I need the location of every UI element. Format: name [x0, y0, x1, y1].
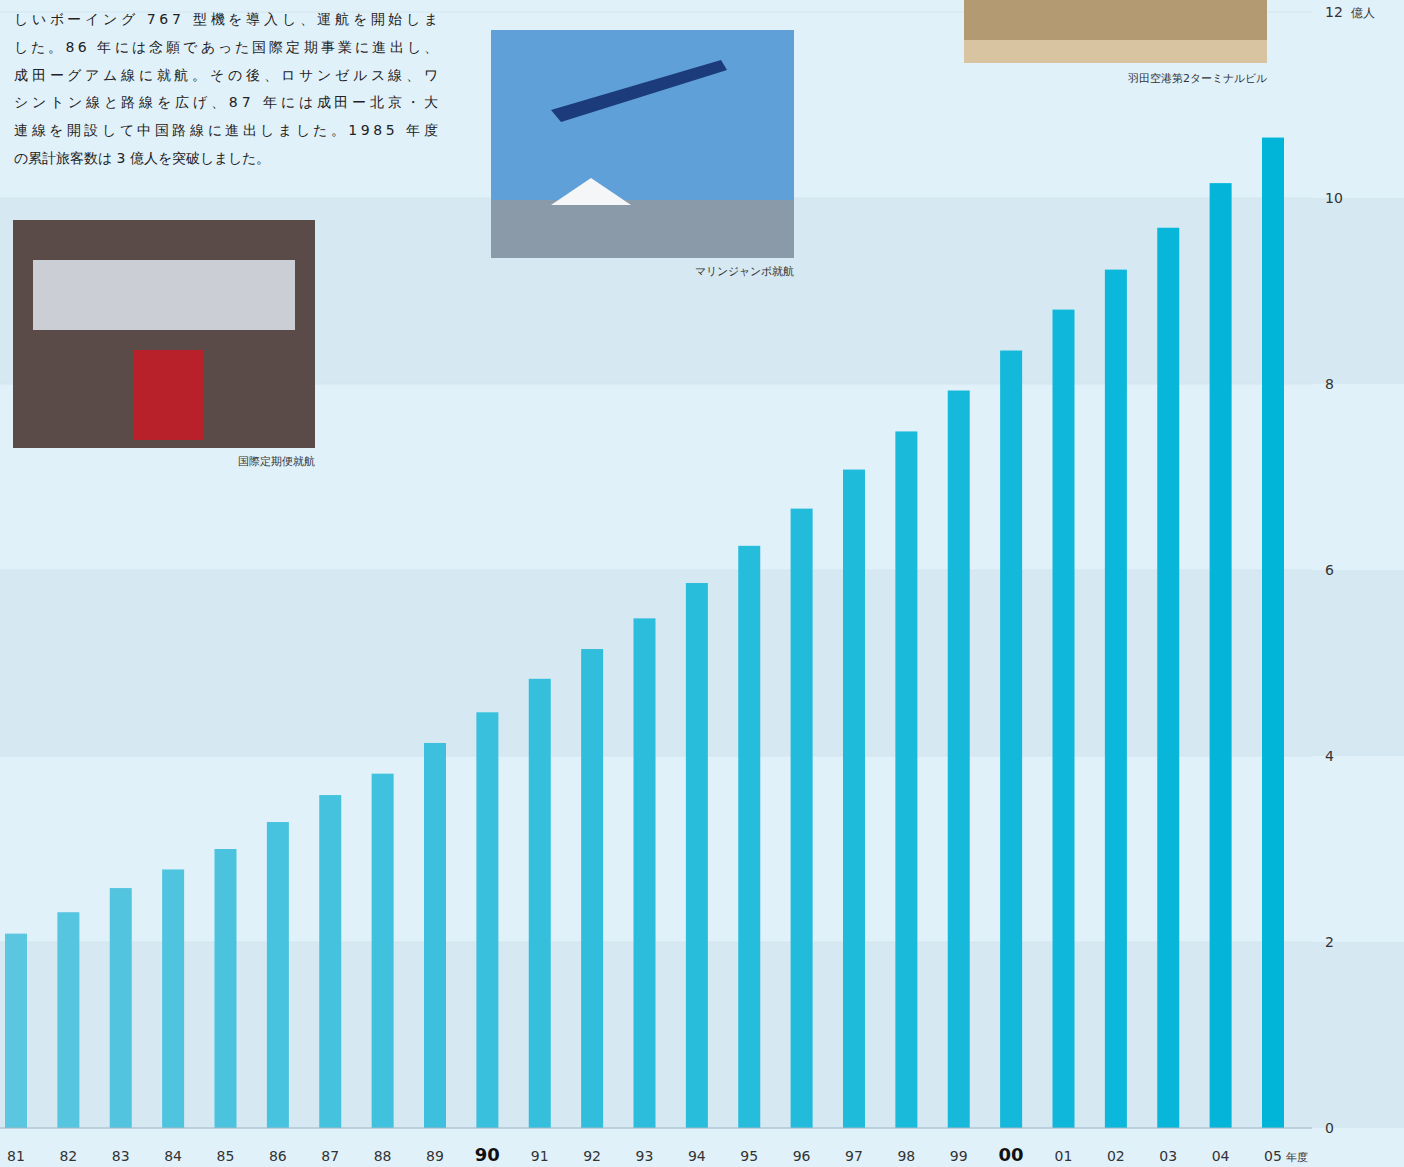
x-tick-label: 02 — [1107, 1148, 1125, 1164]
y-tick-label: 8 — [1325, 376, 1334, 392]
bars — [5, 138, 1284, 1128]
bar — [1210, 183, 1232, 1128]
photo — [491, 30, 794, 258]
bar — [843, 470, 865, 1128]
photo-detail — [964, 40, 1267, 63]
bar — [738, 546, 760, 1128]
photo-detail — [33, 260, 295, 330]
photo-caption: 羽田空港第2ターミナルビル — [1128, 72, 1267, 85]
x-tick-label: 98 — [897, 1148, 915, 1164]
bar — [895, 431, 917, 1128]
x-tick-label: 83 — [112, 1148, 130, 1164]
bar — [1105, 270, 1127, 1128]
photo-detail — [133, 350, 203, 440]
x-axis-title: 年度 — [1286, 1151, 1308, 1164]
photos — [13, 0, 1267, 448]
y-tick-label: 2 — [1325, 934, 1334, 950]
x-tick-label: 92 — [583, 1148, 601, 1164]
photo-caption: 国際定期便就航 — [238, 455, 315, 468]
x-tick-label: 91 — [531, 1148, 549, 1164]
bar — [581, 649, 603, 1128]
grid — [0, 0, 1404, 1167]
x-tick-label: 89 — [426, 1148, 444, 1164]
bar — [686, 583, 708, 1128]
x-tick-label: 00 — [999, 1144, 1024, 1165]
axis-line — [0, 1128, 1312, 1129]
x-tick-label: 86 — [269, 1148, 287, 1164]
chart: 国際定期便就航 マリンジャンボ就航 羽田空港第2ターミナルビル しいボーイング 767… — [0, 0, 1404, 1167]
x-tick-label: 82 — [59, 1148, 77, 1164]
description-line: した。86 年には念願であった国際定期事業に進出し、 — [14, 39, 438, 55]
bar — [57, 912, 79, 1128]
photo — [964, 0, 1267, 63]
description-line: 連線を開設して中国路線に進出しました。1985 年度 — [14, 122, 438, 138]
bar — [791, 509, 813, 1128]
x-tick-label: 04 — [1212, 1148, 1230, 1164]
x-tick-label: 85 — [217, 1148, 235, 1164]
x-tick-label: 03 — [1159, 1148, 1177, 1164]
x-tick-label: 95 — [740, 1148, 758, 1164]
bar — [1000, 351, 1022, 1128]
x-tick-label: 81 — [7, 1148, 25, 1164]
x-tick-label: 84 — [164, 1148, 182, 1164]
x-tick-label: 96 — [793, 1148, 811, 1164]
y-tick-label: 0 — [1325, 1120, 1334, 1136]
y-tick-label: 4 — [1325, 748, 1334, 764]
bar — [948, 391, 970, 1128]
bar — [5, 934, 27, 1128]
y-tick-label: 10 — [1325, 190, 1343, 206]
x-tick-label: 93 — [636, 1148, 654, 1164]
bar — [634, 618, 656, 1128]
x-tick-label: 97 — [845, 1148, 863, 1164]
bar — [476, 712, 498, 1128]
bar — [110, 888, 132, 1128]
bar — [319, 795, 341, 1128]
y-axis-title: 億人 — [1351, 6, 1375, 20]
background — [0, 0, 1404, 1167]
description-line: の累計旅客数は 3 億人を突破しました。 — [14, 150, 270, 166]
description-line: 成田ーグアム線に就航。その後、ロサンゼルス線、ワ — [14, 67, 438, 83]
bar — [267, 822, 289, 1128]
photo-caption: マリンジャンボ就航 — [695, 265, 794, 278]
x-tick-label: 99 — [950, 1148, 968, 1164]
bar — [1157, 228, 1179, 1128]
bar — [1053, 310, 1075, 1128]
bar — [424, 743, 446, 1128]
grid-line — [0, 1128, 1312, 1129]
photo-detail — [551, 178, 631, 205]
x-tick-label: 01 — [1055, 1148, 1073, 1164]
bar — [1262, 138, 1284, 1128]
photo-detail — [491, 200, 794, 258]
bar — [162, 869, 184, 1128]
photo-detail — [551, 60, 727, 122]
x-tick-label: 05 — [1264, 1148, 1282, 1164]
description-line: しいボーイング 767 型機を導入し、運航を開始しま — [14, 11, 438, 27]
x-tick-label: 90 — [475, 1144, 500, 1165]
bar — [529, 679, 551, 1128]
bar — [372, 774, 394, 1128]
y-tick-label: 12 — [1325, 4, 1343, 20]
description-line: シントン線と路線を広げ、87 年には成田ー北京・大 — [14, 94, 438, 110]
photo — [13, 220, 315, 448]
y-tick-label: 6 — [1325, 562, 1334, 578]
x-tick-label: 88 — [374, 1148, 392, 1164]
bar — [215, 849, 237, 1128]
x-tick-label: 87 — [321, 1148, 339, 1164]
x-tick-label: 94 — [688, 1148, 706, 1164]
